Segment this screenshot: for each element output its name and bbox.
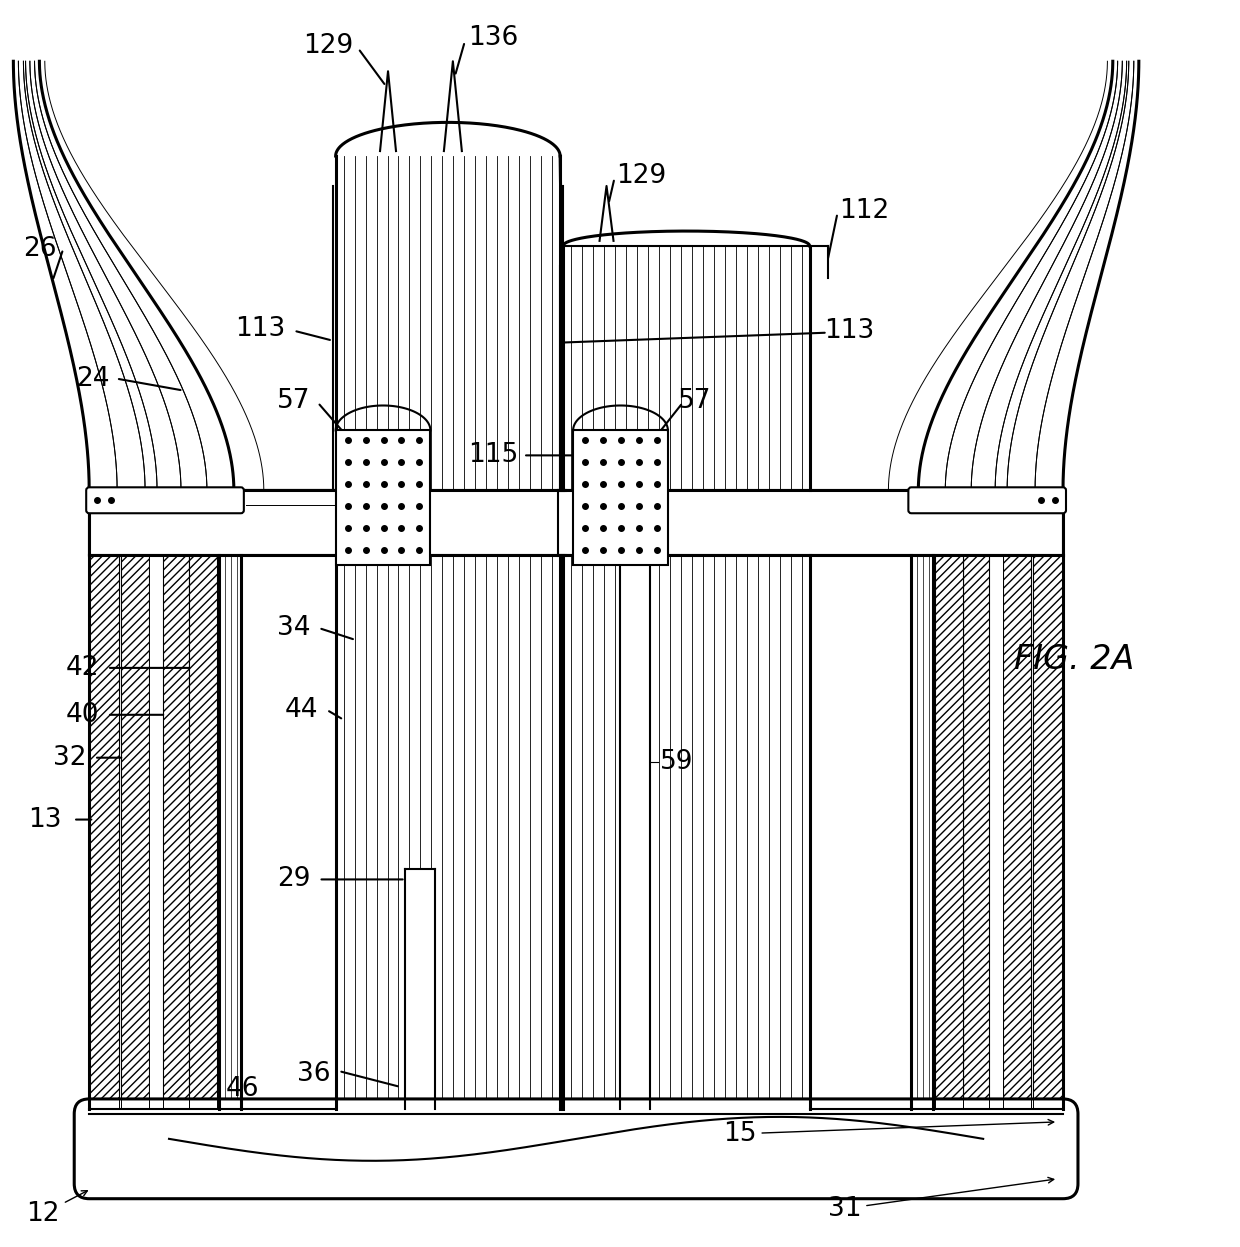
Text: 46: 46 xyxy=(226,1076,259,1102)
Bar xyxy=(336,555,560,1109)
Polygon shape xyxy=(1035,61,1138,490)
Bar xyxy=(145,555,156,1109)
Text: 113: 113 xyxy=(825,318,874,344)
Text: 32: 32 xyxy=(52,744,87,771)
Bar xyxy=(89,555,119,1109)
Text: 59: 59 xyxy=(660,748,693,774)
Bar xyxy=(963,555,990,1109)
FancyBboxPatch shape xyxy=(909,488,1066,514)
Text: 42: 42 xyxy=(66,655,99,681)
Bar xyxy=(935,555,963,1109)
Text: 136: 136 xyxy=(467,25,518,51)
Polygon shape xyxy=(30,61,207,490)
Bar xyxy=(573,430,668,565)
Text: 44: 44 xyxy=(285,697,319,723)
Polygon shape xyxy=(14,61,117,490)
Bar xyxy=(207,555,234,1109)
Bar xyxy=(336,430,430,565)
Bar xyxy=(219,555,241,1109)
Text: 13: 13 xyxy=(27,807,61,833)
Polygon shape xyxy=(19,61,145,490)
Text: 115: 115 xyxy=(467,443,518,469)
Polygon shape xyxy=(919,61,1117,490)
Bar xyxy=(1033,555,1063,1109)
Polygon shape xyxy=(26,61,181,490)
Text: 26: 26 xyxy=(22,236,56,262)
Text: 57: 57 xyxy=(678,388,712,414)
Bar xyxy=(181,555,207,1109)
Text: 40: 40 xyxy=(66,702,99,728)
Bar xyxy=(157,555,181,1109)
Bar xyxy=(149,555,162,1109)
Text: 12: 12 xyxy=(26,1191,87,1227)
Polygon shape xyxy=(40,61,264,490)
Text: FIG. 2A: FIG. 2A xyxy=(1014,643,1135,676)
Bar xyxy=(162,555,188,1109)
Bar xyxy=(188,555,217,1109)
Text: 129: 129 xyxy=(616,163,667,190)
Bar xyxy=(1003,555,1032,1109)
Bar xyxy=(563,555,810,1109)
Text: 57: 57 xyxy=(278,388,311,414)
Text: 31: 31 xyxy=(828,1177,1054,1222)
Bar xyxy=(117,555,145,1109)
Text: 113: 113 xyxy=(236,315,285,342)
Text: 15: 15 xyxy=(723,1120,1054,1147)
Text: 129: 129 xyxy=(303,34,353,60)
Bar xyxy=(911,555,934,1109)
Text: 34: 34 xyxy=(278,615,311,641)
Text: 112: 112 xyxy=(839,198,890,224)
Polygon shape xyxy=(1007,61,1133,490)
Text: 36: 36 xyxy=(298,1061,331,1087)
Polygon shape xyxy=(971,61,1127,490)
Polygon shape xyxy=(945,61,1122,490)
Text: 29: 29 xyxy=(278,867,311,893)
Polygon shape xyxy=(888,61,1112,490)
Bar xyxy=(89,490,565,555)
Polygon shape xyxy=(35,61,234,490)
FancyBboxPatch shape xyxy=(74,1099,1078,1198)
Polygon shape xyxy=(996,61,1128,490)
Bar xyxy=(558,490,1063,555)
Bar xyxy=(990,555,1003,1109)
Polygon shape xyxy=(24,61,157,490)
Bar xyxy=(122,555,149,1109)
Bar xyxy=(620,555,650,1109)
FancyBboxPatch shape xyxy=(87,488,244,514)
Bar xyxy=(89,555,117,1109)
Text: 24: 24 xyxy=(76,365,109,392)
Bar xyxy=(405,869,435,1109)
